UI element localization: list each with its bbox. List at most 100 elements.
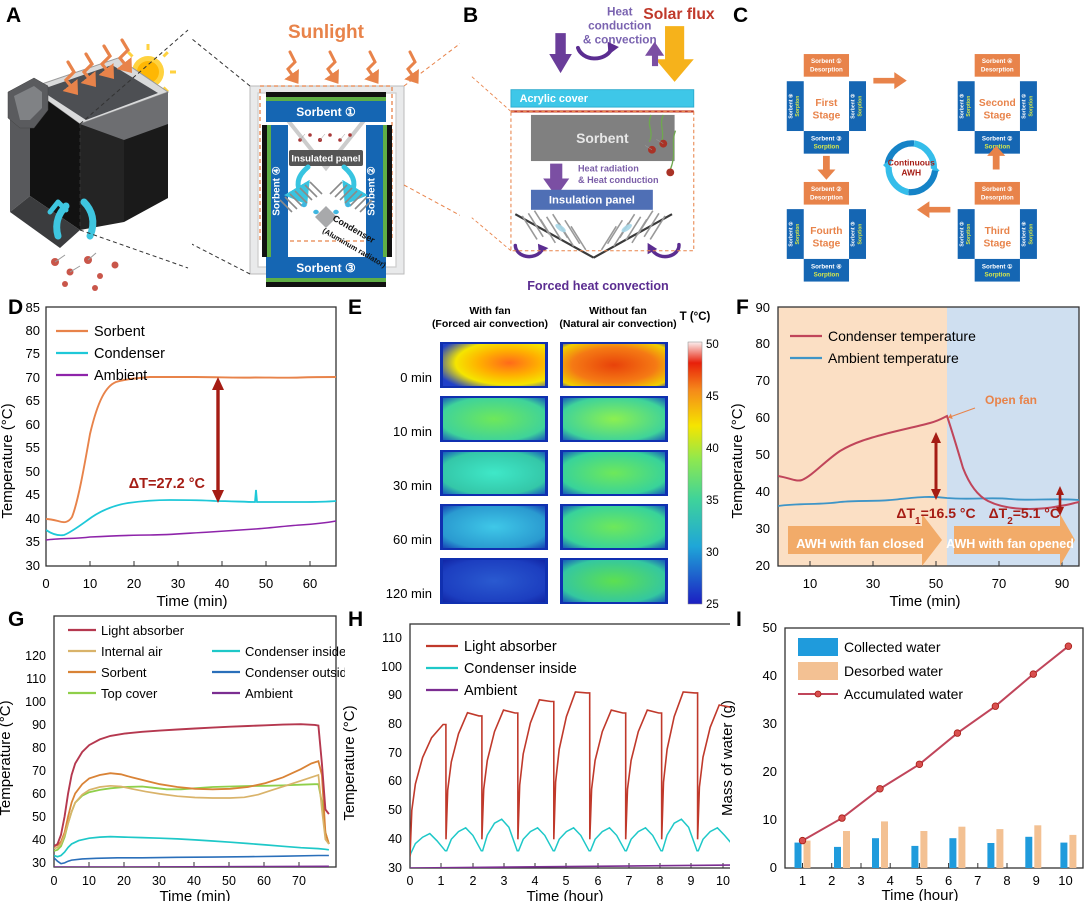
svg-text:5: 5 (916, 873, 923, 888)
svg-text:40: 40 (187, 874, 201, 888)
svg-text:40: 40 (26, 511, 40, 526)
svg-text:Forced heat convection: Forced heat convection (527, 279, 669, 293)
svg-text:30: 30 (152, 874, 166, 888)
svg-text:90: 90 (756, 300, 770, 315)
svg-text:Sorbent ④: Sorbent ④ (788, 93, 794, 119)
svg-text:Heat: Heat (607, 6, 633, 19)
svg-text:6: 6 (945, 873, 952, 888)
svg-text:With fan: With fan (469, 305, 510, 317)
svg-text:Sorbent ①: Sorbent ① (1022, 93, 1028, 119)
svg-text:Sorbent ①: Sorbent ① (811, 58, 842, 65)
svg-text:50: 50 (756, 447, 770, 462)
svg-text:conduction: conduction (588, 20, 651, 33)
svg-text:Sorbent ④: Sorbent ④ (1022, 221, 1028, 247)
svg-text:80: 80 (756, 336, 770, 351)
svg-text:1: 1 (799, 873, 806, 888)
svg-text:(Forced air convection): (Forced air convection) (432, 318, 548, 330)
svg-text:30: 30 (26, 558, 40, 573)
svg-text:90: 90 (1055, 576, 1069, 591)
svg-text:90: 90 (32, 718, 46, 732)
svg-text:9: 9 (1033, 873, 1040, 888)
svg-text:Sorption: Sorption (857, 96, 863, 117)
svg-text:Internal air: Internal air (101, 644, 163, 659)
svg-text:40: 40 (706, 443, 719, 455)
svg-text:65: 65 (26, 393, 40, 408)
svg-text:100: 100 (25, 695, 46, 709)
svg-text:110: 110 (382, 631, 402, 645)
svg-text:Insulation panel: Insulation panel (549, 195, 635, 207)
svg-text:Time (min): Time (min) (159, 888, 230, 901)
svg-text:7: 7 (626, 874, 633, 888)
svg-text:Sorbent ③: Sorbent ③ (851, 221, 857, 247)
svg-text:Condenser: Condenser (94, 346, 165, 362)
svg-text:& convection: & convection (583, 34, 657, 47)
svg-text:Time (min): Time (min) (889, 593, 960, 610)
svg-text:120: 120 (25, 649, 46, 663)
svg-text:75: 75 (26, 346, 40, 361)
svg-text:0: 0 (51, 874, 58, 888)
svg-text:30: 30 (171, 576, 185, 591)
svg-text:Sorption: Sorption (795, 224, 801, 245)
svg-text:80: 80 (26, 323, 40, 338)
svg-text:10: 10 (803, 576, 817, 591)
svg-text:70: 70 (32, 764, 46, 778)
svg-text:Sorbent ③: Sorbent ③ (296, 261, 356, 275)
svg-text:Sorption: Sorption (814, 271, 840, 278)
svg-text:3: 3 (501, 874, 508, 888)
svg-text:40: 40 (756, 484, 770, 499)
svg-text:Light absorber: Light absorber (464, 639, 557, 655)
svg-text:Sorption: Sorption (857, 224, 863, 245)
svg-text:Sorbent ④: Sorbent ④ (811, 264, 842, 271)
svg-text:60 min: 60 min (393, 532, 432, 547)
svg-text:Sorption: Sorption (966, 224, 972, 245)
svg-text:50: 50 (26, 464, 40, 479)
svg-text:Desorbed water: Desorbed water (844, 663, 943, 679)
svg-text:30: 30 (388, 861, 402, 875)
svg-text:Temperature (°C): Temperature (°C) (730, 403, 746, 518)
svg-text:& Heat conduction: & Heat conduction (578, 175, 659, 185)
svg-text:80: 80 (388, 717, 402, 731)
svg-text:100: 100 (381, 660, 402, 674)
svg-text:45: 45 (706, 391, 719, 403)
svg-text:50: 50 (388, 803, 402, 817)
svg-text:70: 70 (292, 874, 306, 888)
svg-text:Time (min): Time (min) (156, 593, 227, 610)
svg-text:Sorption: Sorption (966, 96, 972, 117)
svg-text:10 min: 10 min (393, 424, 432, 439)
svg-text:0: 0 (770, 860, 777, 875)
svg-text:30: 30 (706, 547, 719, 559)
svg-text:Sorption: Sorption (1028, 96, 1034, 117)
svg-text:110: 110 (26, 672, 46, 686)
svg-text:Sorption: Sorption (795, 96, 801, 117)
svg-text:30: 30 (866, 576, 880, 591)
svg-text:4: 4 (887, 873, 894, 888)
svg-text:20: 20 (756, 558, 770, 573)
svg-text:8: 8 (1003, 873, 1010, 888)
svg-text:ΔT=27.2 °C: ΔT=27.2 °C (129, 476, 206, 492)
svg-text:4: 4 (532, 874, 539, 888)
svg-text:Stage: Stage (983, 111, 1011, 122)
svg-text:Time (hour): Time (hour) (527, 888, 604, 901)
svg-text:0: 0 (42, 576, 49, 591)
svg-text:AWH with fan closed: AWH with fan closed (796, 536, 924, 551)
svg-text:Sorbent ①: Sorbent ① (296, 105, 356, 119)
svg-text:Sorbent ④: Sorbent ④ (982, 58, 1013, 65)
svg-text:Ambient: Ambient (245, 686, 293, 701)
svg-text:70: 70 (756, 373, 770, 388)
svg-text:Sorbent: Sorbent (94, 324, 145, 340)
svg-text:7: 7 (974, 873, 981, 888)
svg-text:60: 60 (756, 410, 770, 425)
svg-text:50: 50 (706, 339, 719, 351)
svg-text:Second: Second (979, 98, 1016, 109)
svg-text:60: 60 (26, 417, 40, 432)
svg-text:70: 70 (992, 576, 1006, 591)
svg-text:5: 5 (563, 874, 570, 888)
svg-text:Third: Third (985, 226, 1010, 237)
svg-text:Sorbent ①: Sorbent ① (982, 264, 1013, 271)
svg-text:(Natural air convection): (Natural air convection) (559, 318, 676, 330)
svg-text:Fourth: Fourth (810, 226, 842, 237)
svg-text:50: 50 (222, 874, 236, 888)
svg-text:40: 40 (388, 832, 402, 846)
svg-text:Desorption: Desorption (810, 67, 843, 74)
svg-text:Sorbent: Sorbent (576, 130, 629, 146)
